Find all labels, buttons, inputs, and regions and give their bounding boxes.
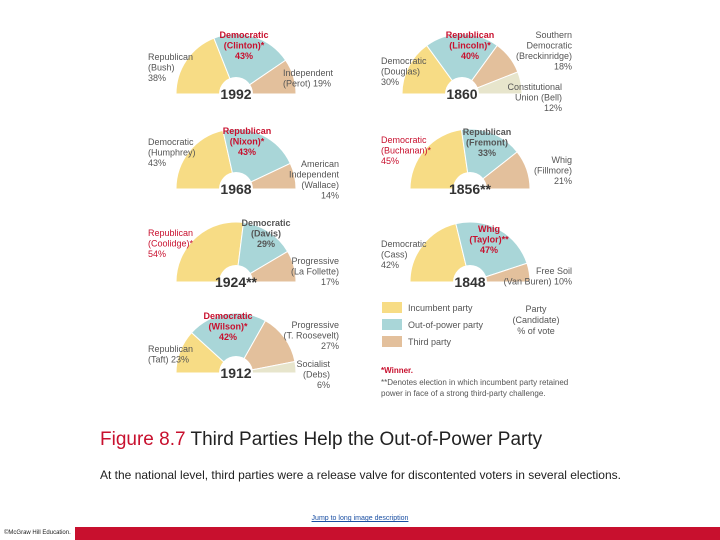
chart-year-label: 1848 [454, 274, 485, 290]
figure-number: Figure 8.7 [100, 429, 186, 450]
chart-hub [219, 356, 253, 373]
slice-1968-incumbent [175, 129, 237, 190]
chart-hub [445, 77, 479, 94]
slice-1856-incumbent [409, 129, 471, 190]
slice-1860-incumbent [401, 44, 463, 95]
long-description-link[interactable]: Jump to long image description [311, 515, 409, 522]
slice-label: Constitutional Union (Bell) 12% [507, 82, 562, 113]
slice-1912-out_of_power [190, 312, 267, 374]
legend-label: Incumbent party [408, 303, 473, 313]
legend-label: Third party [408, 337, 452, 347]
legend-swatch-incumbent [382, 302, 402, 313]
legend-swatch-third [382, 336, 402, 347]
slice-label: Republican (Taft) 23% [148, 344, 193, 365]
chart-year-label: 1968 [220, 181, 251, 197]
slice-1912-third [235, 320, 296, 374]
legend: Incumbent party Out-of-power party Third p… [382, 302, 560, 347]
chart-1912: 1912 Republican (Taft) 23% Democratic (Wilso… [148, 311, 339, 390]
slice-label: Free Soil (Van Buren) 10% [504, 266, 572, 287]
winner-note: *Winner. [381, 366, 413, 375]
legend-label: Out-of-power party [408, 320, 484, 330]
chart-year-label: 1856** [449, 181, 492, 197]
slice-1860-out_of_power [426, 33, 498, 95]
chart-year-label: 1860 [446, 86, 477, 102]
chart-year-label: 1912 [220, 365, 251, 381]
slice-label: American Independent (Wallace) 14% [289, 159, 340, 201]
copyright-text: ©McGraw Hill Education. [0, 527, 75, 540]
slice-label: Republican (Fremont) 33% [463, 127, 512, 158]
slice-label: Southern Democratic (Breckinridge) 18% [516, 30, 573, 72]
slice-label: Republican (Nixon)* 43% [223, 126, 272, 157]
legend-key: Party (Candidate)% of vote [512, 304, 559, 336]
slice-label: Republican (Coolidge)* 54% [148, 228, 194, 259]
slice-1992-incumbent [175, 37, 237, 95]
slice-1924-out_of_power [235, 221, 289, 283]
election-semicircle-charts: 1992 Republican (Bush) 38% Democratic (Clinto… [148, 30, 572, 398]
slice-label: Progressive (T. Roosevelt) 27% [283, 320, 339, 351]
slice-label: Progressive (La Follette) 17% [291, 256, 339, 287]
slice-label: Whig (Fillmore) 21% [534, 155, 572, 186]
incumbent-retained-note: **Denotes election in which incumbent pa… [381, 378, 568, 398]
slice-label: Republican (Bush) 38% [148, 52, 193, 83]
slice-label: Independent (Perot) 19% [283, 68, 334, 89]
chart-1848: 1848 Democratic (Cass) 42% Whig (Taylor)** 47%… [381, 221, 572, 290]
slice-label: Democratic (Wilson)* 42% [203, 311, 252, 342]
slice-label: Democratic (Davis) 29% [241, 218, 290, 249]
chart-1856: 1856** Democratic (Buchanan)* 45% Republican… [381, 127, 572, 197]
chart-1860: 1860 Democratic (Douglas) 30% Republican (Lin… [381, 30, 572, 113]
slice-1992-third [234, 59, 297, 95]
chart-hub [219, 265, 253, 282]
slice-label: Democratic (Douglas) 30% [381, 56, 427, 87]
long-description-link-wrapper: Jump to long image description [0, 515, 720, 522]
slice-1848-incumbent [409, 223, 471, 283]
slice-label: Democratic (Clinton)* 43% [219, 30, 268, 61]
slice-label: Socialist (Debs) 6% [296, 359, 330, 390]
chart-1968: 1968 Democratic (Humphrey) 43% Republican (Ni… [148, 126, 339, 201]
slice-label: Whig (Taylor)** 47% [469, 224, 509, 255]
figure-caption-body: At the national level, third parties wer… [100, 468, 621, 482]
chart-hub [219, 77, 253, 94]
chart-hub [453, 265, 487, 282]
chart-hub [453, 172, 487, 189]
figure-caption-title: Figure 8.7 Third Parties Help the Out-of… [100, 429, 700, 451]
legend-swatch-out_of_power [382, 319, 402, 330]
footer-bar: ©McGraw Hill Education. [0, 527, 720, 540]
chart-year-label: 1924** [215, 274, 258, 290]
slice-1924-incumbent [175, 221, 245, 283]
slice-label: Democratic (Humphrey) 43% [148, 137, 196, 168]
chart-1924: 1924** Republican (Coolidge)* 54% Democratic… [148, 218, 339, 290]
slice-1856-third [468, 151, 531, 190]
chart-year-label: 1992 [220, 86, 251, 102]
chart-hub [219, 172, 253, 189]
slice-label: Republican (Lincoln)* 40% [446, 30, 495, 61]
slice-label: Democratic (Cass) 42% [381, 239, 427, 270]
slice-label: Democratic (Buchanan)* 45% [381, 135, 432, 166]
figure-title: Third Parties Help the Out-of-Power Part… [190, 429, 543, 450]
chart-1992: 1992 Republican (Bush) 38% Democratic (Clinto… [148, 30, 334, 102]
